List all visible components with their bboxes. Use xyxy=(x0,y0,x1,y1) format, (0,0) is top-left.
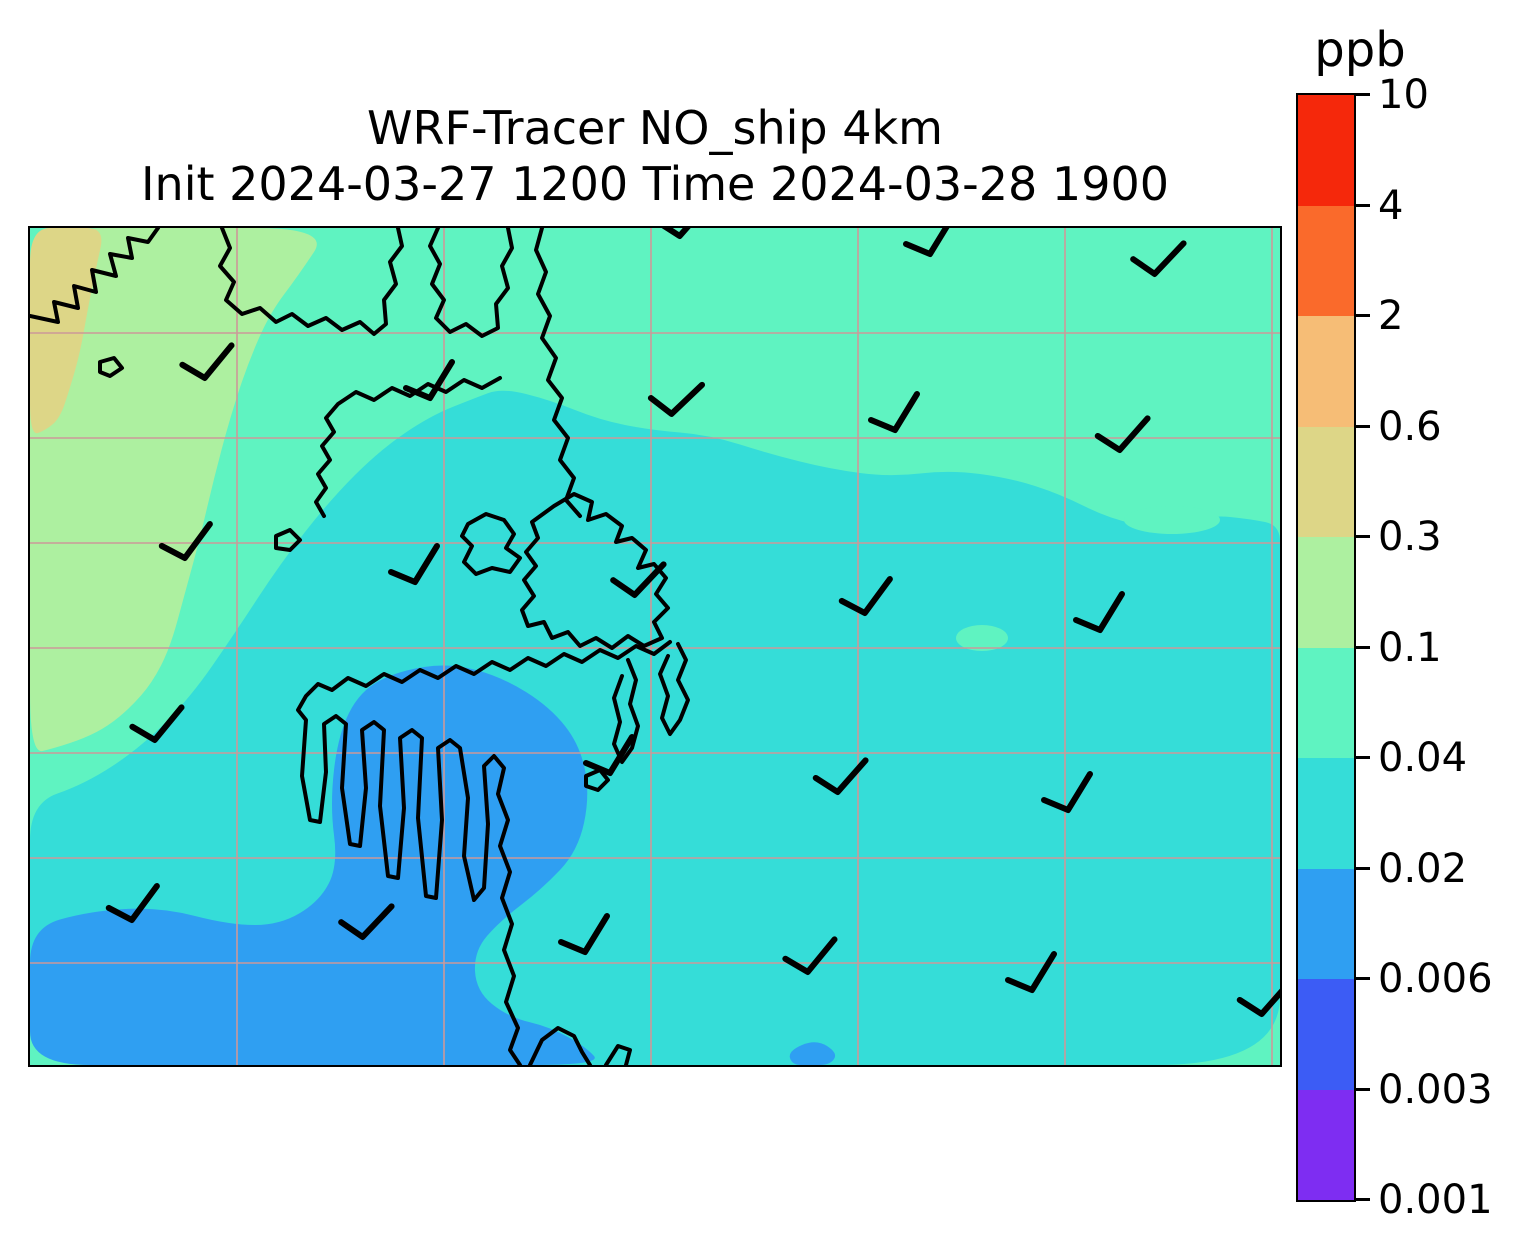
colorbar-tick-label: 0.6 xyxy=(1378,403,1442,450)
colorbar-tick-label: 10 xyxy=(1378,72,1429,118)
colorbar-tick-label: 0.003 xyxy=(1378,1066,1493,1113)
chart-title-line2: Init 2024-03-27 1200 Time 2024-03-28 190… xyxy=(140,157,1169,212)
colorbar-tick-label: 0.1 xyxy=(1378,624,1442,671)
colorbar-tick-label: 0.3 xyxy=(1378,514,1442,560)
coastline xyxy=(296,640,672,1065)
contour-region-0.3-0.6 xyxy=(30,228,102,434)
colorbar-segment-4-10 xyxy=(1298,95,1354,206)
colorbar-tick xyxy=(1356,424,1370,428)
coastline xyxy=(314,376,502,518)
colorbar-tick-label: 0.006 xyxy=(1378,956,1493,1002)
colorbar-tick-label: 0.001 xyxy=(1378,1177,1493,1223)
colorbar-tick xyxy=(1356,1087,1370,1091)
wind-barb-icon xyxy=(179,342,235,381)
wind-barb-icon xyxy=(868,391,920,433)
coastline xyxy=(612,658,640,764)
colorbar xyxy=(1296,93,1356,1202)
wind-barb-icon xyxy=(1236,979,1280,1017)
colorbar-tick xyxy=(1356,203,1370,207)
map-canvas xyxy=(30,228,1280,1065)
colorbar-segment-0.003-0.006 xyxy=(1298,979,1354,1090)
colorbar-unit-label: ppb xyxy=(1314,22,1406,78)
colorbar-tick xyxy=(1356,314,1370,317)
wind-barb-icon xyxy=(647,381,706,417)
colorbar-tick xyxy=(1356,977,1370,980)
wind-barb-icon xyxy=(1073,591,1125,633)
colorbar-tick-label: 0.04 xyxy=(1378,735,1468,781)
colorbar-tick-label: 4 xyxy=(1378,182,1404,229)
map-frame xyxy=(28,226,1282,1067)
colorbar-tick xyxy=(1356,756,1370,759)
colorbar-tick-label: 2 xyxy=(1378,293,1404,339)
colorbar-segment-0.001-0.003 xyxy=(1298,1089,1354,1200)
colorbar-segment-2-4 xyxy=(1298,205,1354,316)
wind-barb-icon xyxy=(583,734,635,776)
contour-spot-0.04-0.1 xyxy=(1124,506,1220,534)
colorbar-tick xyxy=(1356,535,1370,538)
coastline xyxy=(274,528,302,552)
coastline xyxy=(534,228,582,518)
contour-region-0.006-0.02 xyxy=(30,665,595,1065)
colorbar-tick xyxy=(1356,645,1370,649)
coastline xyxy=(218,228,404,336)
wind-barb-icon xyxy=(610,561,667,598)
colorbar-tick xyxy=(1356,1198,1370,1201)
colorbar-tick-label: 0.02 xyxy=(1378,845,1468,892)
wind-barb-icon xyxy=(1005,951,1057,993)
wind-barb-icon xyxy=(812,757,869,795)
contour-region-0.006-0.02 xyxy=(789,1042,836,1065)
colorbar-tick xyxy=(1356,93,1370,96)
wind-barb-icon xyxy=(1130,240,1187,277)
colorbar-segment-0.02-0.04 xyxy=(1298,758,1354,869)
coastline xyxy=(604,1044,632,1065)
coastline xyxy=(98,356,124,378)
chart-title: WRF-Tracer NO_ship 4km Init 2024-03-27 1… xyxy=(30,100,1280,212)
coastline xyxy=(528,1026,592,1065)
contour-spot-0.04-0.1 xyxy=(956,625,1008,651)
coastline xyxy=(658,642,690,736)
colorbar-segment-0.006-0.02 xyxy=(1298,868,1354,979)
coastline xyxy=(428,228,514,338)
wind-barb-icon xyxy=(158,521,213,561)
wind-barb-icon xyxy=(403,359,455,401)
wind-barb-icon xyxy=(654,228,711,239)
colorbar-segment-0.3-0.6 xyxy=(1298,426,1354,537)
colorbar-segment-0.6-2 xyxy=(1298,316,1354,427)
wind-barb-icon xyxy=(388,543,440,585)
chart-title-line1: WRF-Tracer NO_ship 4km xyxy=(367,101,943,155)
wind-barb-icon xyxy=(1041,771,1093,813)
wind-barb-icon xyxy=(903,228,950,257)
wind-barb-icon xyxy=(782,936,838,975)
colorbar-segment-0.1-0.3 xyxy=(1298,537,1354,648)
wind-barb-icon xyxy=(838,576,893,616)
wind-barb-icon xyxy=(338,903,395,940)
coastline xyxy=(520,492,670,650)
wind-barb-icon xyxy=(105,883,160,923)
contour-region-0.1-0.3 xyxy=(30,228,317,752)
colorbar-tick xyxy=(1356,866,1370,870)
wind-barb-icon xyxy=(558,913,610,955)
wind-barb-icon xyxy=(129,704,185,743)
coastline xyxy=(30,228,160,324)
coastline xyxy=(460,512,522,576)
colorbar-segment-0.04-0.1 xyxy=(1298,647,1354,758)
wind-barb-icon xyxy=(1094,415,1151,453)
